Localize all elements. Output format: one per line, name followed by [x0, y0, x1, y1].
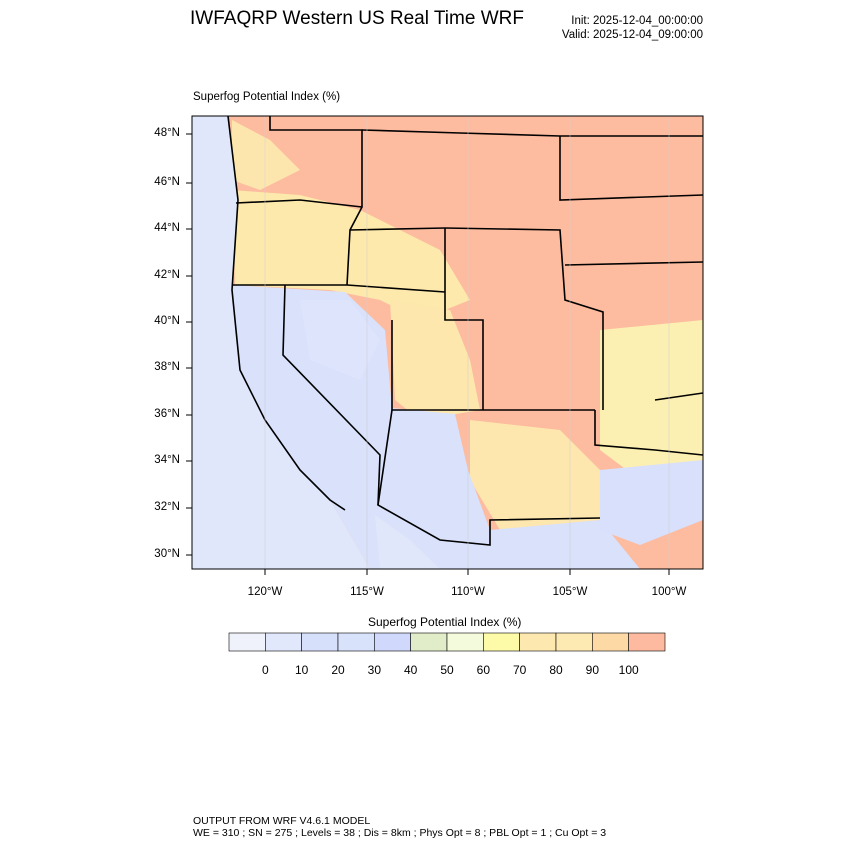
lat-label: 30°N [154, 548, 180, 560]
lon-label: 110°W [451, 586, 485, 598]
lon-label: 120°W [247, 586, 283, 598]
lat-label: 40°N [154, 315, 180, 327]
colorbar-label: 70 [512, 663, 527, 677]
lat-label: 42°N [154, 269, 180, 281]
colorbar-label: 10 [294, 663, 309, 677]
graticule [264, 116, 670, 569]
field-yellow-central [390, 300, 480, 420]
colorbar-box [410, 632, 448, 652]
field-yellow-south [470, 420, 600, 530]
colorbar-label: 40 [403, 663, 418, 677]
lon-label: 115°W [350, 586, 384, 598]
axis-ticks [186, 133, 670, 575]
ocean [192, 116, 370, 569]
lat-label: 34°N [154, 454, 180, 466]
colorbar-label: 80 [549, 663, 563, 677]
colorbar-box [228, 632, 266, 652]
lat-label: 32°N [154, 501, 180, 513]
colorbar-box [555, 632, 593, 652]
colorbar-label: 0 [261, 663, 269, 677]
map-frame [191, 115, 704, 570]
colorbar-label: 20 [331, 663, 345, 677]
colorbar-box [446, 632, 484, 652]
colorbar-box [265, 632, 302, 652]
lat-label: 48°N [154, 127, 180, 139]
field-blue-tx [600, 460, 703, 545]
field-yellow-east [600, 320, 703, 480]
field-yellow-wa [232, 120, 300, 190]
valid-time: Valid: 2025-12-04_09:00:00 [561, 29, 703, 41]
ocean-gulf [375, 515, 440, 569]
colorbar-label: 60 [476, 663, 490, 677]
colorbar-label: 90 [585, 663, 599, 677]
plot-subtitle: Superfog Potential Index (%) [193, 91, 341, 103]
colorbar-title: Superfog Potential Index (%) [368, 615, 522, 629]
lon-label: 105°W [552, 586, 588, 598]
colorbar-box [483, 632, 520, 652]
init-time: Init: 2025-12-04_00:00:00 [571, 15, 703, 27]
lat-label: 46°N [154, 176, 180, 188]
state-borders [227, 116, 703, 546]
lon-label: 100°W [651, 586, 687, 598]
field-yellow-nw [232, 190, 470, 320]
colorbar-box [628, 632, 666, 652]
colorbar-box [337, 632, 375, 652]
colorbar-box [519, 632, 557, 652]
time-info: Init: 2025-12-04_00:00:00 Valid: 2025-12… [562, 14, 703, 42]
colorbar-box [374, 632, 411, 652]
lat-label: 36°N [154, 408, 180, 420]
footer-line2: WE = 310 ; SN = 275 ; Levels = 38 ; Dis … [193, 826, 607, 839]
colorbar-label: 50 [440, 663, 454, 677]
colorbar-box [301, 632, 339, 652]
field-blue-nv [300, 300, 380, 380]
colorbar-box [592, 632, 629, 652]
figure-title: IWFAQRP Western US Real Time WRF [190, 8, 524, 29]
colorbar-label: 100 [618, 663, 639, 677]
lat-label: 44°N [154, 222, 180, 234]
lat-label: 38°N [154, 361, 180, 373]
model-info: OUTPUT FROM WRF V4.6.1 MODEL WE = 310 ; … [193, 815, 607, 839]
colorbar-label: 30 [367, 663, 381, 677]
footer-line1: OUTPUT FROM WRF V4.6.1 MODEL [193, 815, 371, 827]
colorbar [228, 632, 666, 652]
